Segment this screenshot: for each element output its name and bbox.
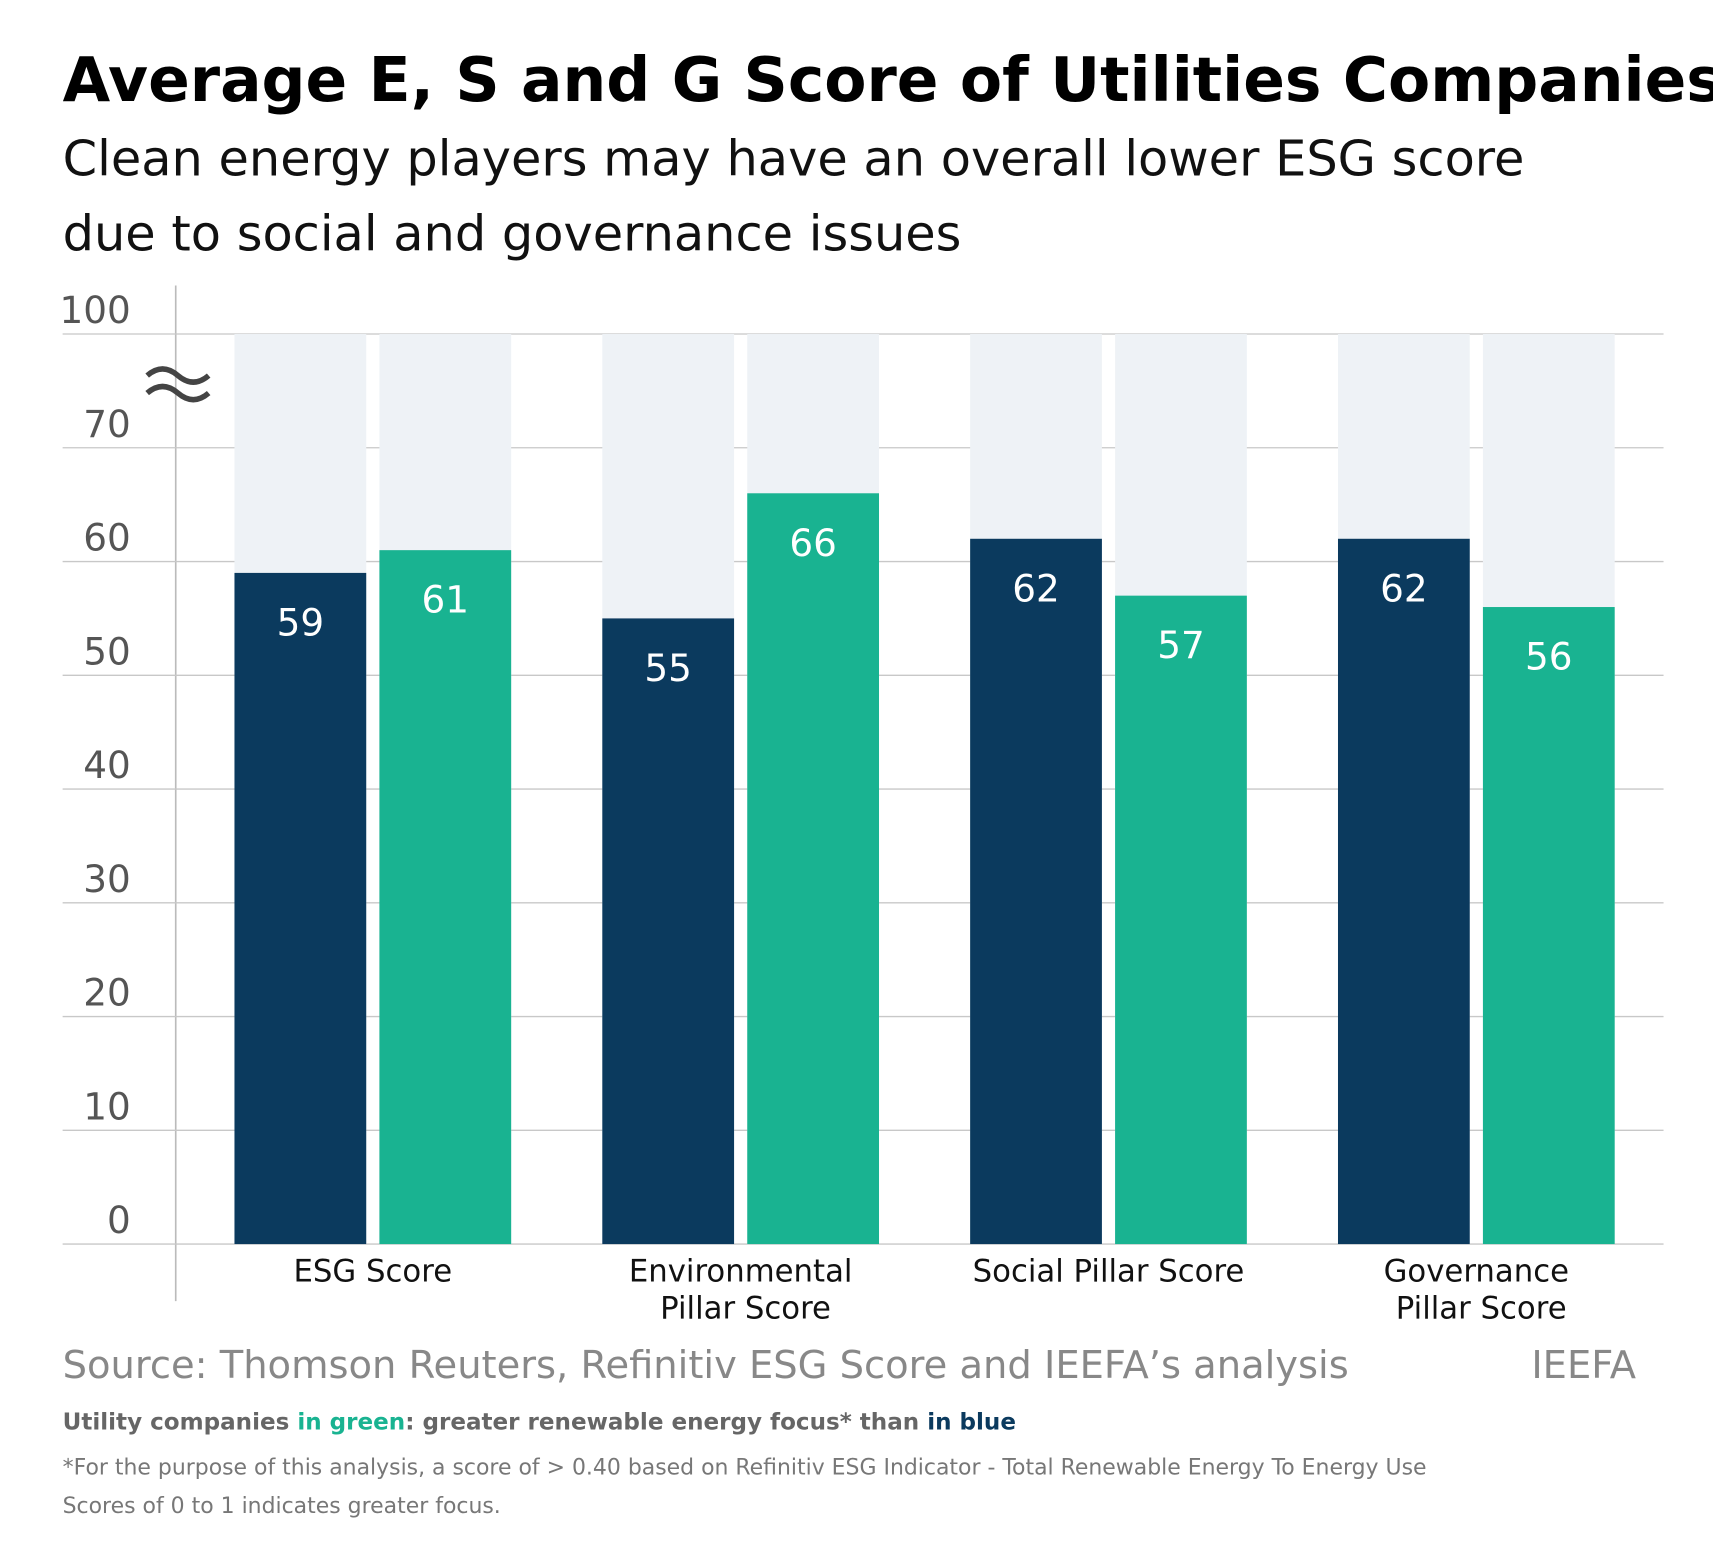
value-label: 57 [1157, 623, 1205, 667]
axis-break [145, 366, 211, 403]
footnote: Scores of 0 to 1 indicates greater focus… [63, 1494, 501, 1519]
x-tick-label: Social Pillar Score [973, 1253, 1245, 1289]
plot-area: 0 10 20 30 40 50 60 70 100 59 61 ESG Score 55 66 Envir… [59, 288, 1664, 1327]
x-tick-label: Environmental Pillar Score [629, 1253, 853, 1326]
value-label: 62 [1380, 566, 1428, 610]
y-tick-label: 20 [83, 971, 131, 1015]
brand: IEEFA [1531, 1343, 1636, 1388]
legend-entry: in blue [927, 1410, 1016, 1436]
subtitle: Clean energy players may have an overall… [63, 130, 1525, 188]
break-mark [145, 366, 211, 385]
subtitle: due to social and governance issues [63, 204, 962, 262]
value-label: 55 [644, 646, 692, 690]
legend-entry: in green [297, 1410, 405, 1436]
bar [970, 538, 1102, 1245]
y-tick-label: 10 [83, 1084, 131, 1128]
chart-title: Average E, S and G Score of Utilities Co… [63, 45, 1713, 116]
y-tick-label: 50 [83, 629, 131, 673]
bar [602, 618, 735, 1245]
source: Source: Thomson Reuters, Refinitiv ESG S… [63, 1343, 1349, 1388]
y-tick-label: 40 [83, 743, 131, 787]
bar [1482, 607, 1615, 1245]
x-tick-label: ESG Score [294, 1253, 453, 1289]
bar [747, 493, 880, 1245]
bar [1337, 538, 1470, 1245]
bar [379, 550, 512, 1245]
y-tick-label: 30 [83, 857, 131, 901]
bar [1115, 595, 1247, 1245]
legend-text: : greater renewable energy focus* than [405, 1410, 927, 1436]
footnote: *For the purpose of this analysis, a sco… [63, 1456, 1427, 1481]
y-tick-label: 60 [83, 516, 131, 560]
x-tick-label-line: Pillar Score [650, 1291, 831, 1327]
value-label: 62 [1012, 566, 1060, 610]
y-tick-label: 100 [59, 288, 130, 332]
break-mark [145, 383, 211, 403]
x-tick-label-line: Pillar Score [1386, 1291, 1567, 1327]
legend-text: Utility companies [63, 1410, 298, 1436]
value-label: 66 [789, 521, 836, 565]
x-tick-label: Governance Pillar Score [1384, 1253, 1569, 1326]
bar [234, 572, 367, 1245]
value-label: 61 [422, 578, 470, 622]
legend: Utility companies in green: greater rene… [63, 1410, 1016, 1436]
y-tick-label: 0 [107, 1198, 131, 1242]
x-tick-label-line: Governance [1384, 1253, 1569, 1289]
y-tick-label: 70 [83, 402, 131, 446]
value-label: 56 [1525, 635, 1573, 679]
x-tick-label-line: Environmental [629, 1253, 853, 1289]
value-label: 59 [277, 600, 324, 644]
